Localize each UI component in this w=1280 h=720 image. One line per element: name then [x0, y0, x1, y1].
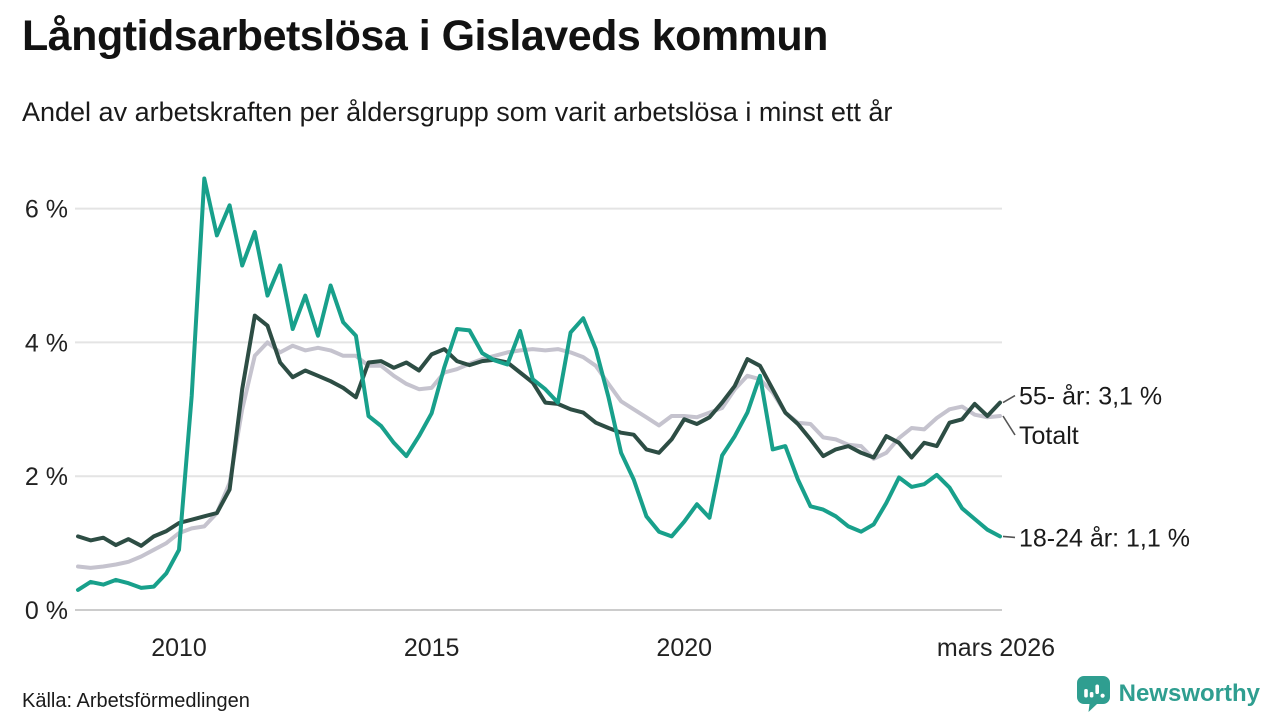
x-axis-tick-label: 2015: [404, 634, 460, 662]
series-end-label-age_55_plus: 55- år: 3,1 %: [1019, 383, 1162, 411]
brand-name: Newsworthy: [1118, 680, 1260, 707]
x-axis-tick-label: 2020: [656, 634, 712, 662]
series-end-label-age_18_24: 18-24 år: 1,1 %: [1019, 524, 1190, 552]
page-title: Långtidsarbetslösa i Gislaveds kommun: [22, 12, 828, 60]
label-connector-age_18_24: [1002, 535, 1016, 539]
chart-subtitle: Andel av arbetskraften per åldersgrupp s…: [22, 97, 893, 127]
newsworthy-logo: Newsworthy: [1076, 676, 1260, 712]
source-note: Källa: Arbetsförmedlingen: [22, 690, 250, 712]
label-connector-total: [1002, 415, 1016, 436]
y-axis-tick-label: 4 %: [25, 329, 68, 357]
x-axis-tick-label: 2010: [151, 634, 207, 662]
series-line-age_55_plus: [76, 313, 1002, 548]
x-axis-tick-label: mars 2026: [937, 634, 1055, 662]
series-end-label-total: Totalt: [1019, 422, 1079, 450]
label-connector-age_55_plus: [1002, 394, 1016, 404]
series-line-age_18_24: [76, 176, 1002, 592]
y-axis-tick-label: 6 %: [25, 196, 68, 224]
y-axis-tick-label: 0 %: [25, 597, 68, 625]
y-axis-tick-label: 2 %: [25, 463, 68, 491]
bar-chart-speech-bubble-icon: [1076, 676, 1110, 712]
